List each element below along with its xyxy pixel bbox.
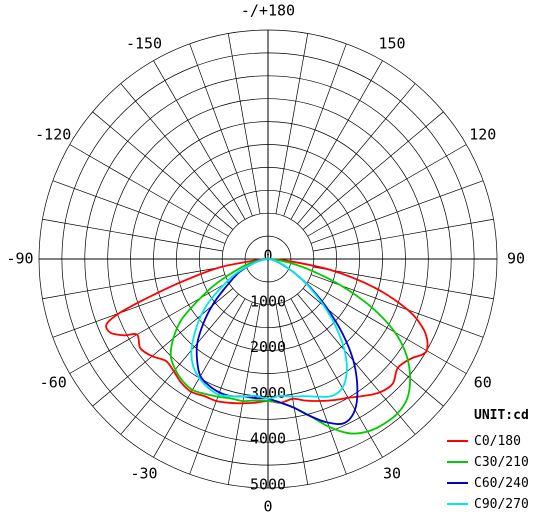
series-curve xyxy=(105,257,429,405)
grid-spoke xyxy=(69,144,229,237)
radial-tick-label: 4000 xyxy=(250,430,286,448)
grid-spoke xyxy=(311,180,484,244)
series-curves xyxy=(105,257,429,435)
grid-spoke xyxy=(120,294,239,435)
radial-tick-label: 0 xyxy=(263,247,272,265)
grid-spoke xyxy=(120,83,239,224)
grid-spoke xyxy=(52,274,225,338)
legend-label: C0/180 xyxy=(474,434,521,449)
radial-tick-label: 2000 xyxy=(250,338,286,356)
grid-spoke xyxy=(307,144,467,237)
unit-label: UNIT:cd xyxy=(474,408,529,423)
angle-tick-label: 60 xyxy=(474,374,492,392)
grid-spoke xyxy=(283,43,347,216)
radial-tick-label: 5000 xyxy=(250,476,286,494)
angle-tick-label: -60 xyxy=(40,374,67,392)
grid-spoke xyxy=(275,304,309,485)
grid-spoke xyxy=(92,111,233,230)
radial-tick-label: 1000 xyxy=(250,292,286,310)
angle-tick-label: 0 xyxy=(263,498,272,514)
angle-tick-label: -150 xyxy=(126,35,162,53)
grid-spoke xyxy=(92,288,233,407)
grid-spoke xyxy=(227,33,261,214)
grid-spoke xyxy=(313,266,494,300)
angle-tick-label: 30 xyxy=(383,464,401,482)
legend: UNIT:cd C0/180 C30/210 C60/240 C90/270 xyxy=(447,408,529,512)
series-curve xyxy=(190,257,348,400)
grid-spoke xyxy=(297,83,416,224)
grid-spoke xyxy=(275,33,309,214)
grid-spoke xyxy=(42,218,223,252)
angle-tick-label: 120 xyxy=(469,126,496,144)
grid-spoke xyxy=(307,281,467,374)
grid-spoke xyxy=(52,180,225,244)
angle-tick-labels: -/+180 150 -150 120 -120 90 -90 60 -60 30 -30 0 xyxy=(6,2,525,514)
grid-spoke xyxy=(297,294,416,435)
legend-label: C60/240 xyxy=(474,476,529,491)
angle-tick-label: 150 xyxy=(378,35,405,53)
grid-spoke xyxy=(290,60,383,220)
angle-tick-label: -/+180 xyxy=(241,2,295,20)
angle-tick-label: -120 xyxy=(35,126,71,144)
angle-tick-label: -90 xyxy=(6,250,33,268)
grid-spoke xyxy=(283,302,347,475)
legend-label: C90/270 xyxy=(474,497,529,512)
legend-label: C30/210 xyxy=(474,455,529,470)
grid-spoke xyxy=(153,60,246,220)
grid-spoke xyxy=(189,302,253,475)
grid-spoke xyxy=(227,304,261,485)
angle-tick-label: -30 xyxy=(130,464,157,482)
grid-spoke xyxy=(42,266,223,300)
grid-spoke xyxy=(313,218,494,252)
grid-spoke xyxy=(189,43,253,216)
grid-spoke xyxy=(69,281,229,374)
angle-tick-label: 90 xyxy=(507,250,525,268)
grid-spoke xyxy=(303,111,444,230)
